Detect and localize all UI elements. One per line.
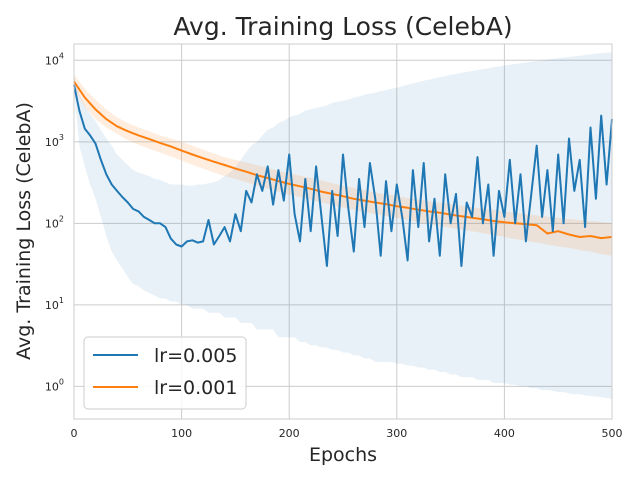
plot-frame [73, 43, 613, 420]
y-tick-label: 103 [45, 133, 64, 149]
x-tick-label: 400 [494, 427, 515, 440]
legend-label-lr-0001: lr=0.001 [154, 377, 237, 399]
x-tick-label: 0 [71, 427, 78, 440]
x-tick-label: 500 [602, 427, 623, 440]
confidence-band-1 [74, 74, 612, 256]
y-tick-label: 101 [45, 296, 64, 312]
x-tick-label: 200 [279, 427, 300, 440]
y-tick-label: 102 [45, 214, 64, 230]
y-tick-label: 100 [45, 377, 64, 393]
y-axis-label: Avg. Training Loss (CelebA) [13, 102, 35, 360]
chart-title: Avg. Training Loss (CelebA) [173, 12, 512, 41]
legend-label-lr-0005: lr=0.005 [154, 345, 237, 367]
x-axis-ticks: 0 100 200 300 400 500 [71, 427, 623, 440]
y-tick-label: 104 [45, 51, 64, 67]
series-lines [73, 80, 613, 267]
confidence-bands [74, 52, 612, 399]
x-tick-label: 100 [171, 427, 192, 440]
x-axis-label: Epochs [309, 444, 377, 466]
series-line-1 [73, 80, 613, 240]
x-tick-label: 300 [386, 427, 407, 440]
legend: lr=0.005 lr=0.001 [83, 336, 247, 410]
confidence-band-0 [74, 52, 612, 399]
series-line-0 [73, 84, 613, 267]
y-axis-ticks: 100 101 102 103 104 [45, 51, 64, 393]
grid [73, 44, 613, 419]
